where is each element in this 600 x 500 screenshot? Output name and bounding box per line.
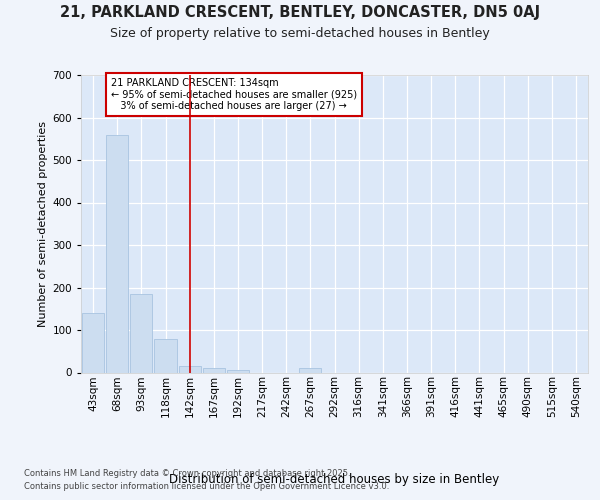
Bar <box>299 368 322 372</box>
Bar <box>106 136 128 372</box>
Text: 21 PARKLAND CRESCENT: 134sqm
← 95% of semi-detached houses are smaller (925)
   : 21 PARKLAND CRESCENT: 134sqm ← 95% of se… <box>111 78 358 111</box>
Text: Contains public sector information licensed under the Open Government Licence v3: Contains public sector information licen… <box>24 482 389 491</box>
Bar <box>82 313 104 372</box>
Bar <box>130 294 152 372</box>
Bar <box>154 340 176 372</box>
Y-axis label: Number of semi-detached properties: Number of semi-detached properties <box>38 120 48 327</box>
Bar <box>203 368 225 372</box>
Text: Contains HM Land Registry data © Crown copyright and database right 2025.: Contains HM Land Registry data © Crown c… <box>24 469 350 478</box>
Text: Size of property relative to semi-detached houses in Bentley: Size of property relative to semi-detach… <box>110 28 490 40</box>
Text: 21, PARKLAND CRESCENT, BENTLEY, DONCASTER, DN5 0AJ: 21, PARKLAND CRESCENT, BENTLEY, DONCASTE… <box>60 6 540 20</box>
Bar <box>227 370 249 372</box>
Bar <box>179 366 201 372</box>
X-axis label: Distribution of semi-detached houses by size in Bentley: Distribution of semi-detached houses by … <box>169 473 500 486</box>
